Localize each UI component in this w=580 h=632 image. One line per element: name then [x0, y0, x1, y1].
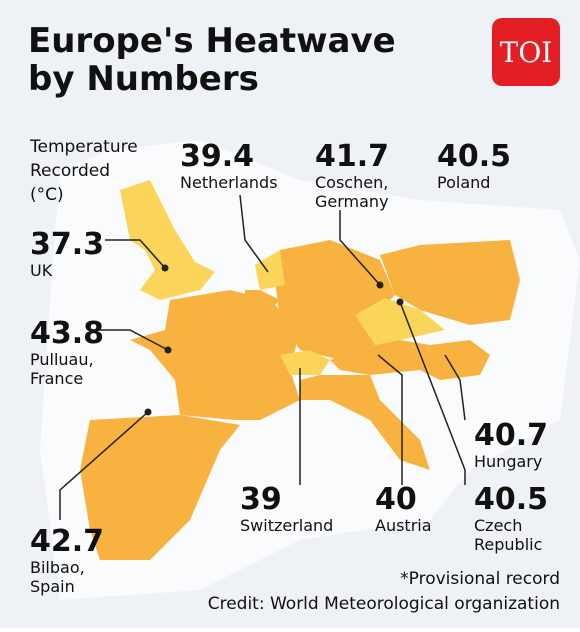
- temperature-value: 40: [375, 482, 417, 517]
- dot: [396, 298, 404, 306]
- dot: [164, 346, 172, 354]
- place-name: Austria: [375, 516, 432, 535]
- leader-line: [105, 239, 166, 269]
- legend-label: Temperature: [29, 137, 138, 157]
- leader-line: [239, 194, 269, 273]
- temperature-value: 40.5: [474, 482, 548, 517]
- temperature-value: 40.5: [437, 139, 511, 174]
- temperature-value: 43.8: [30, 316, 104, 351]
- uk: [120, 180, 215, 300]
- place-name: Germany: [315, 192, 389, 211]
- temperature-value: 41.7: [315, 139, 389, 174]
- place-name: Czech: [474, 516, 522, 535]
- temperature-value: 42.7: [30, 524, 104, 559]
- leader-line: [377, 354, 403, 485]
- legend-label: Recorded: [30, 161, 110, 181]
- logo: [492, 18, 560, 86]
- footnote: *Provisional record: [400, 569, 560, 589]
- temperature-value: 40.7: [474, 418, 548, 453]
- place-name: Poland: [437, 173, 490, 192]
- place-name: France: [30, 369, 83, 388]
- logo-text: TOI: [500, 36, 553, 69]
- leader-line: [444, 354, 466, 421]
- title: Europe's Heatwave: [28, 21, 396, 61]
- belgium: [245, 290, 280, 310]
- poland: [380, 240, 520, 325]
- netherlands: [255, 250, 285, 290]
- dot: [161, 264, 169, 272]
- temperature-value: 39: [240, 482, 282, 517]
- leader-line: [59, 411, 149, 520]
- place-name: Pulluau,: [30, 350, 94, 369]
- dot: [376, 281, 384, 289]
- place-name: Hungary: [474, 452, 542, 471]
- map: [40, 140, 580, 600]
- temperature-value: 37.3: [30, 227, 104, 262]
- title: by Numbers: [28, 59, 259, 99]
- leader-line: [339, 210, 381, 286]
- hungary: [420, 340, 490, 380]
- place-name: UK: [30, 261, 53, 280]
- italy: [300, 375, 430, 470]
- temperature-value: 39.4: [180, 139, 254, 174]
- czech-republic: [355, 298, 445, 345]
- leader-line: [399, 301, 466, 485]
- switzerland: [280, 350, 330, 375]
- leader-line: [90, 329, 169, 351]
- legend-label: (°C): [30, 185, 64, 205]
- place-name: Netherlands: [180, 173, 278, 192]
- spain: [80, 415, 240, 560]
- place-name: Bilbao,: [30, 558, 85, 577]
- place-name: Spain: [30, 577, 75, 596]
- place-name: Republic: [474, 535, 542, 554]
- leaders: [59, 194, 466, 520]
- dot: [144, 408, 152, 416]
- france: [130, 290, 300, 420]
- place-name: Switzerland: [240, 516, 333, 535]
- credit: Credit: World Meteorological organizatio…: [208, 594, 560, 614]
- place-name: Coschen,: [315, 173, 388, 192]
